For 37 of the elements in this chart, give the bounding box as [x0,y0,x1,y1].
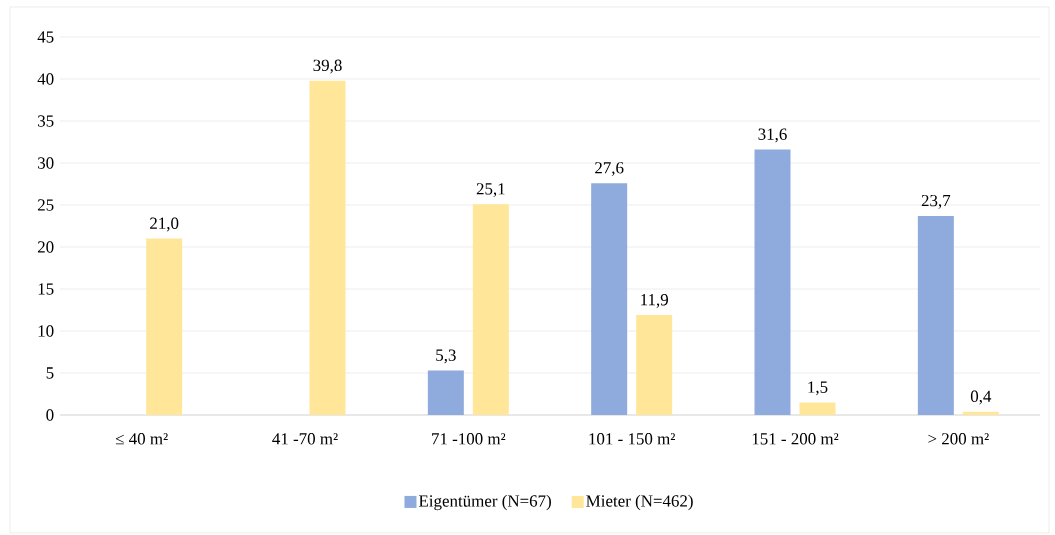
y-tick-label: 15 [38,283,54,295]
y-tick-label: 20 [37,241,54,253]
data-label: 31,6 [758,128,787,143]
data-label: 11,9 [641,294,668,308]
bar [754,149,791,415]
data-label: 1,5 [808,381,828,396]
data-label: 27,6 [595,162,624,176]
y-tick-label: 45 [37,31,54,43]
bar [427,370,464,415]
y-tick-label: 0 [46,409,54,421]
y-tick-label: 35 [38,115,54,127]
data-label: 25,1 [476,183,505,197]
bar [309,80,346,415]
data-label: 5,3 [436,349,456,364]
x-tick-label: 101 - 150 m² [589,433,675,445]
data-label: 0,4 [970,390,992,405]
y-tick-label: 25 [37,199,54,211]
bar [917,215,954,415]
y-tick-label: 5 [46,367,54,379]
x-tick-label: 71 -100 m² [432,433,506,445]
x-tick-label: ≤ 40 m² [115,433,168,445]
bar [472,204,509,415]
x-tick-label: > 200 m² [928,433,989,445]
data-label: 21,0 [150,217,179,232]
bar [146,238,183,415]
y-tick-label: 30 [38,157,54,169]
data-label: 39,8 [313,59,342,74]
x-tick-label: 151 - 200 m² [752,433,839,445]
y-tick-label: 10 [38,325,54,337]
bar [636,315,673,415]
data-label: 23,7 [921,194,951,209]
legend-label: Eigentümer (N=67) [418,494,551,511]
bar [591,183,628,415]
y-tick-label: 40 [37,73,54,85]
legend-label: Mieter (N=462) [586,494,693,511]
x-tick-label: 41 -70 m² [272,433,338,445]
bar [799,402,836,415]
